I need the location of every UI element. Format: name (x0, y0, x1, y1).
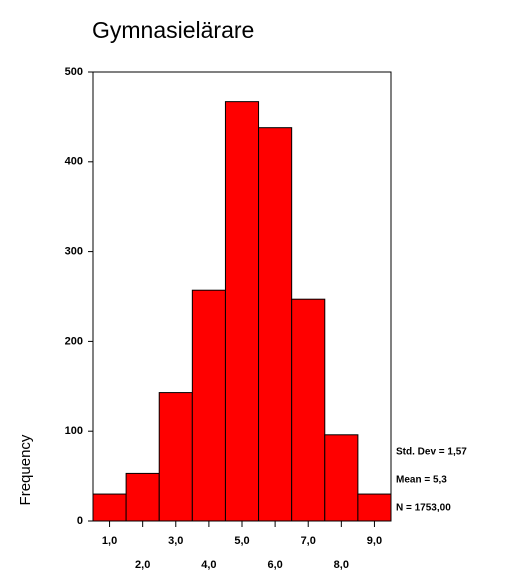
y-tick-label: 300 (65, 246, 83, 258)
bar (258, 127, 293, 522)
x-tick-label: 2,0 (135, 559, 150, 571)
x-tick-label: 3,0 (168, 535, 183, 547)
bar (125, 472, 160, 522)
x-tick-label: 4,0 (201, 559, 216, 571)
y-tick-label: 0 (77, 515, 83, 527)
bar (324, 434, 359, 522)
bar (92, 493, 127, 522)
bar (291, 298, 326, 522)
y-tick-label: 500 (65, 66, 83, 78)
x-tick-label: 5,0 (234, 535, 249, 547)
annotation: Std. Dev = 1,57 (396, 447, 467, 458)
bar (191, 289, 226, 522)
bar (224, 101, 260, 522)
x-tick-label: 8,0 (334, 559, 349, 571)
y-tick-label: 400 (65, 156, 83, 168)
y-axis-label: Frequency (17, 434, 34, 505)
chart-title: Gymnasielärare (92, 17, 254, 43)
x-tick-label: 9,0 (367, 535, 382, 547)
annotation: N = 1753,00 (396, 503, 451, 514)
bar (158, 392, 193, 522)
x-tick-label: 1,0 (102, 535, 117, 547)
y-tick-label: 200 (65, 335, 83, 347)
x-tick-label: 7,0 (301, 535, 316, 547)
bar (357, 493, 392, 522)
annotation: Mean = 5,3 (396, 475, 447, 486)
x-tick-label: 6,0 (267, 559, 282, 571)
y-tick-label: 100 (65, 425, 83, 437)
